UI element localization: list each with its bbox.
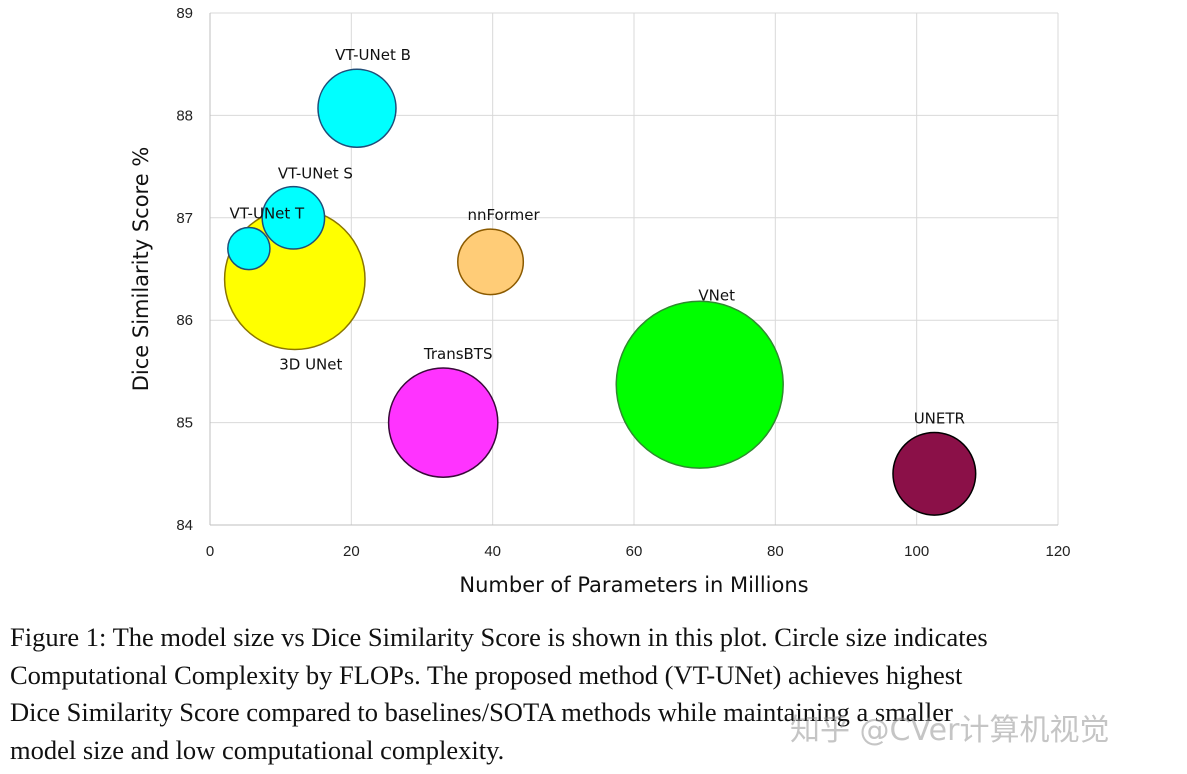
- bubble-label-transbts: TransBTS: [423, 345, 493, 363]
- bubble-vt-unet-s: [261, 185, 326, 250]
- bubble-label-nnformer: nnFormer: [467, 206, 540, 224]
- bubble-vnet: [615, 300, 784, 469]
- x-tick-label: 20: [343, 543, 360, 560]
- bubbles: [223, 68, 977, 516]
- bubble-labels: 3D UNet VT-UNet T VT-UNet S VT-UNet B nnForm…: [230, 46, 965, 427]
- y-axis-title: Dice Similarity Score %: [129, 147, 153, 392]
- axes: [209, 13, 1058, 526]
- bubble-label-vt-unet-s: VT-UNet S: [278, 165, 353, 183]
- x-tick-label: 60: [626, 543, 643, 560]
- caption-line-1: Figure 1: The model size vs Dice Similar…: [10, 622, 988, 652]
- y-tick-label: 87: [176, 210, 193, 227]
- bubble-chart: 0 20 40 60 80 100 120 84 85 86 87 88 89 3D UNet VT-U…: [129, 5, 1071, 597]
- x-tick-label: 80: [767, 543, 784, 560]
- x-axis-title: Number of Parameters in Millions: [459, 573, 808, 597]
- caption-line-3: Dice Similarity Score compared to baseli…: [10, 697, 953, 727]
- x-tick-label: 100: [904, 543, 929, 560]
- y-tick-labels: 84 85 86 87 88 89: [176, 5, 193, 534]
- bubble-nnformer: [457, 228, 525, 296]
- bubble-label-vt-unet-b: VT-UNet B: [335, 46, 411, 64]
- bubble-unetr: [892, 431, 977, 516]
- y-tick-label: 85: [176, 415, 193, 432]
- bubble-transbts: [387, 367, 499, 478]
- y-tick-label: 86: [176, 312, 193, 329]
- bubble-vt-unet-b: [317, 68, 397, 148]
- caption-line-2: Computational Complexity by FLOPs. The p…: [10, 659, 963, 690]
- bubble-vt-unet-t: [227, 226, 271, 271]
- y-tick-label: 84: [176, 517, 193, 534]
- bubble-label-3d-unet: 3D UNet: [279, 355, 342, 373]
- bubble-label-unetr: UNETR: [914, 409, 965, 427]
- y-tick-label: 88: [176, 107, 193, 124]
- x-tick-label: 0: [206, 543, 214, 560]
- x-tick-label: 40: [484, 543, 501, 560]
- bubble-label-vnet: VNet: [698, 286, 735, 304]
- x-tick-labels: 0 20 40 60 80 100 120: [206, 543, 1071, 560]
- y-tick-label: 89: [176, 5, 193, 22]
- caption-line-4: model size and low computational complex…: [10, 734, 505, 765]
- x-tick-label: 120: [1045, 543, 1070, 560]
- figure-caption: Figure 1: The model size vs Dice Similar…: [10, 619, 1187, 769]
- bubble-label-vt-unet-t: VT-UNet T: [230, 204, 306, 222]
